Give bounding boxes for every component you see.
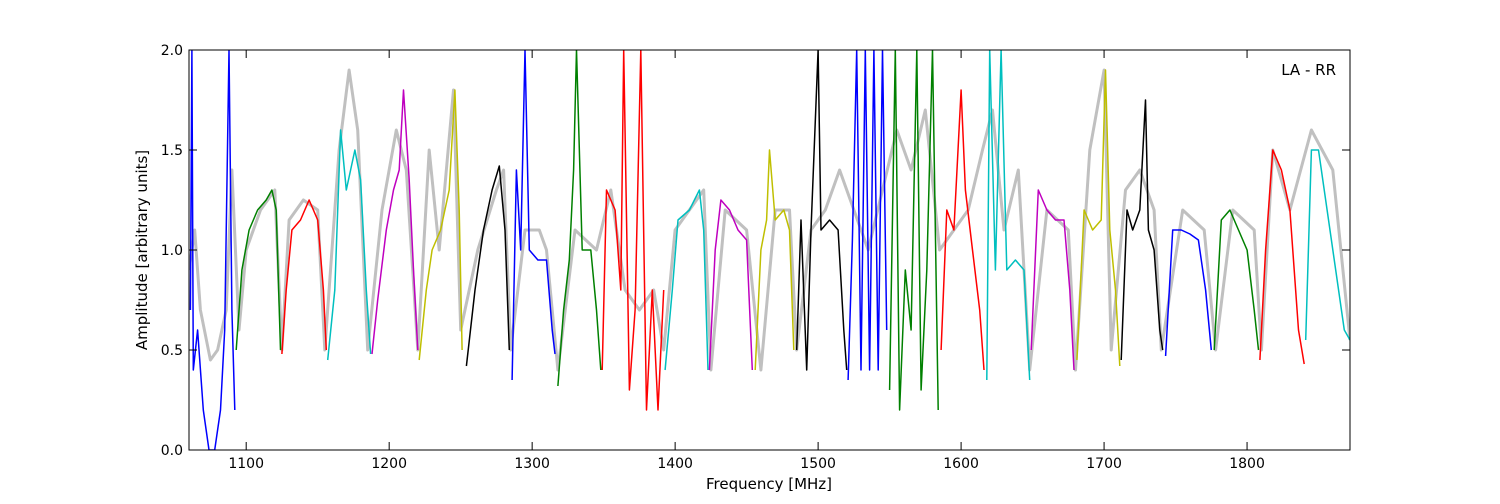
- x-axis-label: Frequency [MHz]: [706, 475, 832, 493]
- y-tick-label: 2.0: [161, 43, 183, 59]
- series-line: [1030, 189, 1075, 371]
- y-axis-ticks: 0.0 0.5 1.0 1.5 2.0: [161, 43, 1350, 459]
- x-tick-label: 1400: [657, 456, 693, 472]
- background-series-line: [189, 68, 1350, 372]
- y-tick-label: 0.0: [161, 443, 183, 459]
- series-line: [1076, 69, 1121, 367]
- series-line: [986, 50, 1031, 381]
- x-tick-label: 1700: [1086, 456, 1122, 472]
- y-tick-label: 0.5: [161, 343, 183, 359]
- series-line: [465, 165, 511, 367]
- x-tick-label: 1800: [1229, 456, 1265, 472]
- series-line: [418, 89, 463, 361]
- series-line: [1164, 229, 1213, 357]
- background-series-layer: [189, 68, 1350, 372]
- series-line: [557, 50, 602, 387]
- series-line: [1259, 149, 1305, 365]
- series-line: [795, 50, 848, 371]
- series-line: [601, 50, 665, 411]
- x-tick-label: 1500: [800, 456, 836, 472]
- series-line: [511, 50, 556, 381]
- series-line: [371, 89, 419, 355]
- series-line: [754, 149, 795, 371]
- series-line: [888, 50, 939, 411]
- series-line: [940, 89, 985, 371]
- series-line: [235, 189, 282, 351]
- y-tick-label: 1.5: [161, 143, 183, 159]
- series-line: [664, 189, 709, 371]
- series-line: [1120, 99, 1164, 361]
- y-axis-label: Amplitude [arbitrary units]: [133, 150, 151, 350]
- x-tick-label: 1200: [371, 456, 407, 472]
- series-line: [1304, 149, 1350, 341]
- series-line: [847, 50, 888, 381]
- series-line: [708, 199, 754, 371]
- series-line: [189, 50, 236, 450]
- series-layer: [189, 50, 1350, 450]
- y-tick-label: 1.0: [161, 243, 183, 259]
- panel-label: LA - RR: [1281, 61, 1336, 79]
- x-tick-label: 1100: [228, 456, 264, 472]
- series-line: [281, 199, 328, 355]
- x-tick-label: 1300: [514, 456, 550, 472]
- x-axis-ticks: 1100 1200 1300 1400 1500 1600 1700 1800: [228, 50, 1265, 472]
- series-line: [326, 129, 372, 361]
- x-tick-label: 1600: [943, 456, 979, 472]
- series-line: [1213, 209, 1260, 351]
